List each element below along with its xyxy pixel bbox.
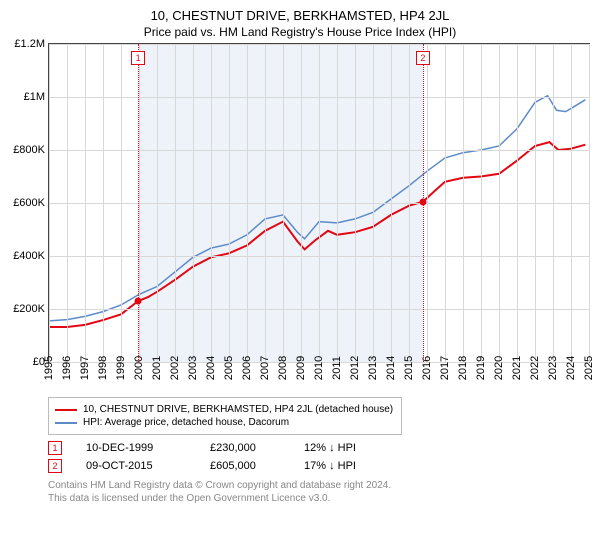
x-tick-label: 2023	[547, 356, 559, 380]
x-gridline	[229, 44, 230, 362]
attribution-line: This data is licensed under the Open Gov…	[48, 492, 590, 505]
x-gridline	[157, 44, 158, 362]
legend-label: HPI: Average price, detached house, Daco…	[83, 417, 289, 428]
transaction-date: 09-OCT-2015	[86, 460, 186, 472]
x-gridline	[283, 44, 284, 362]
x-tick-label: 2020	[493, 356, 505, 380]
x-gridline	[445, 44, 446, 362]
x-tick-label: 2022	[529, 356, 541, 380]
x-tick-label: 2009	[295, 356, 307, 380]
x-gridline	[373, 44, 374, 362]
x-tick-label: 2012	[349, 356, 361, 380]
x-gridline	[337, 44, 338, 362]
x-gridline	[535, 44, 536, 362]
y-tick-label: £600K	[13, 197, 45, 209]
x-tick-label: 2004	[205, 356, 217, 380]
chart-legend: 10, CHESTNUT DRIVE, BERKHAMSTED, HP4 2JL…	[48, 397, 402, 435]
y-tick-label: £200K	[13, 303, 45, 315]
x-gridline	[589, 44, 590, 362]
chart-subtitle: Price paid vs. HM Land Registry's House …	[0, 23, 600, 43]
x-gridline	[139, 44, 140, 362]
x-gridline	[409, 44, 410, 362]
x-tick-label: 2002	[169, 356, 181, 380]
x-gridline	[121, 44, 122, 362]
attribution-line: Contains HM Land Registry data © Crown c…	[48, 479, 590, 492]
x-gridline	[193, 44, 194, 362]
legend-item: 10, CHESTNUT DRIVE, BERKHAMSTED, HP4 2JL…	[55, 404, 395, 415]
transaction-date: 10-DEC-1999	[86, 442, 186, 454]
chart-title: 10, CHESTNUT DRIVE, BERKHAMSTED, HP4 2JL	[0, 0, 600, 23]
chart-plot-area: £0£200K£400K£600K£800K£1M£1.2M1995199619…	[48, 43, 590, 363]
x-tick-label: 2018	[457, 356, 469, 380]
x-tick-label: 2001	[151, 356, 163, 380]
attribution-text: Contains HM Land Registry data © Crown c…	[48, 479, 590, 505]
x-tick-label: 2017	[439, 356, 451, 380]
marker-point	[135, 298, 142, 305]
transaction-row: 2 09-OCT-2015 £605,000 17% ↓ HPI	[48, 459, 590, 473]
x-gridline	[319, 44, 320, 362]
series-line	[49, 96, 585, 321]
x-gridline	[301, 44, 302, 362]
x-tick-label: 1997	[79, 356, 91, 380]
x-gridline	[103, 44, 104, 362]
x-tick-label: 2013	[367, 356, 379, 380]
x-gridline	[481, 44, 482, 362]
y-tick-label: £800K	[13, 144, 45, 156]
x-tick-label: 1996	[61, 356, 73, 380]
x-tick-label: 1998	[97, 356, 109, 380]
marker-label-box: 1	[131, 51, 145, 65]
x-tick-label: 2021	[511, 356, 523, 380]
transaction-marker: 2	[48, 459, 62, 473]
legend-swatch	[55, 422, 77, 424]
legend-item: HPI: Average price, detached house, Daco…	[55, 417, 395, 428]
x-tick-label: 2014	[385, 356, 397, 380]
transaction-delta: 12% ↓ HPI	[304, 442, 394, 454]
x-gridline	[49, 44, 50, 362]
x-tick-label: 2025	[583, 356, 595, 380]
x-tick-label: 2003	[187, 356, 199, 380]
legend-swatch	[55, 409, 77, 411]
x-gridline	[391, 44, 392, 362]
x-tick-label: 1995	[43, 356, 55, 380]
marker-point	[419, 198, 426, 205]
y-tick-label: £1M	[24, 91, 45, 103]
x-gridline	[175, 44, 176, 362]
x-gridline	[265, 44, 266, 362]
x-tick-label: 1999	[115, 356, 127, 380]
x-tick-label: 2008	[277, 356, 289, 380]
x-gridline	[463, 44, 464, 362]
transaction-row: 1 10-DEC-1999 £230,000 12% ↓ HPI	[48, 441, 590, 455]
x-gridline	[553, 44, 554, 362]
transactions-table: 1 10-DEC-1999 £230,000 12% ↓ HPI 2 09-OCT-201…	[48, 441, 590, 473]
x-gridline	[571, 44, 572, 362]
x-gridline	[247, 44, 248, 362]
transaction-price: £230,000	[210, 442, 280, 454]
transaction-delta: 17% ↓ HPI	[304, 460, 394, 472]
x-gridline	[67, 44, 68, 362]
x-gridline	[85, 44, 86, 362]
x-tick-label: 2019	[475, 356, 487, 380]
x-tick-label: 2024	[565, 356, 577, 380]
x-gridline	[211, 44, 212, 362]
x-tick-label: 2015	[403, 356, 415, 380]
transaction-price: £605,000	[210, 460, 280, 472]
legend-label: 10, CHESTNUT DRIVE, BERKHAMSTED, HP4 2JL…	[83, 404, 393, 415]
x-gridline	[499, 44, 500, 362]
x-tick-label: 2010	[313, 356, 325, 380]
y-tick-label: £1.2M	[14, 38, 45, 50]
marker-vline	[138, 44, 139, 362]
x-gridline	[355, 44, 356, 362]
x-tick-label: 2005	[223, 356, 235, 380]
x-gridline	[517, 44, 518, 362]
x-tick-label: 2006	[241, 356, 253, 380]
x-tick-label: 2007	[259, 356, 271, 380]
marker-label-box: 2	[416, 51, 430, 65]
x-gridline	[427, 44, 428, 362]
x-tick-label: 2011	[331, 356, 343, 380]
y-tick-label: £400K	[13, 250, 45, 262]
transaction-marker: 1	[48, 441, 62, 455]
